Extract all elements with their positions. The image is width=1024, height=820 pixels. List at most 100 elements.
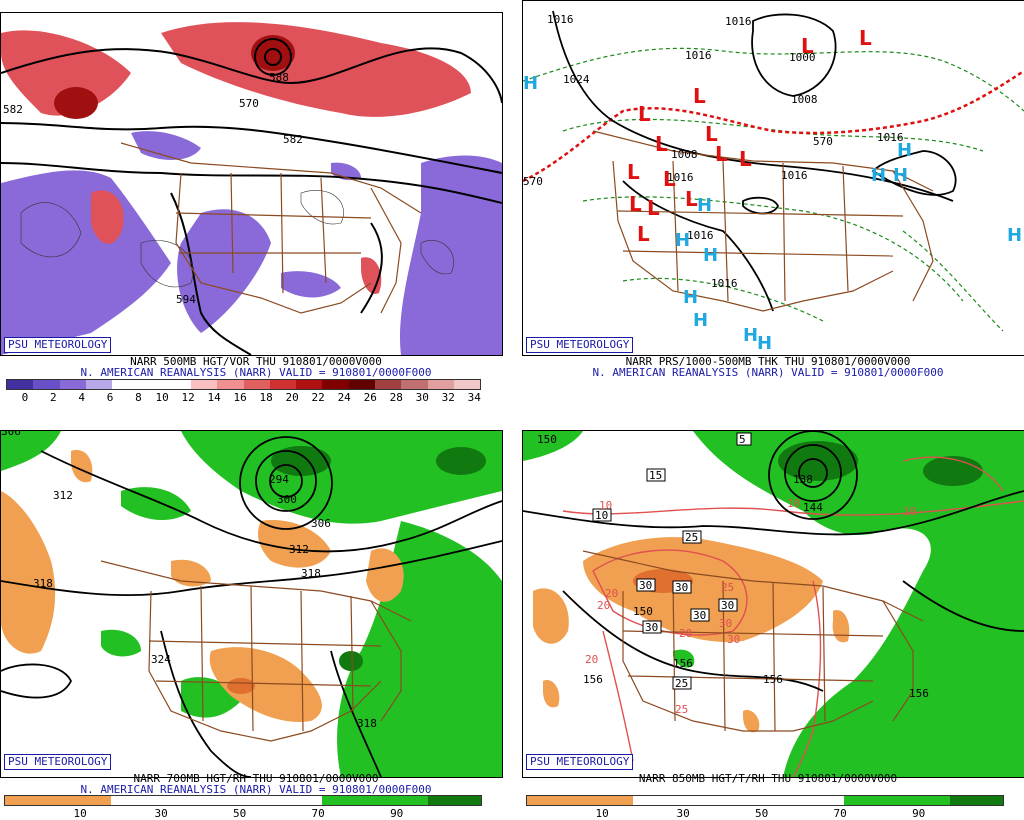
svg-text:L: L — [655, 132, 668, 156]
vorticity-scale-labels: 0 2 4 6 8 10 12 14 16 18 20 22 24 26 28 … — [21, 391, 481, 404]
svg-text:156: 156 — [583, 673, 603, 686]
rh-scale-labels: 10 30 50 70 90 — [73, 807, 404, 820]
svg-text:150: 150 — [633, 605, 653, 618]
svg-text:1016: 1016 — [687, 229, 714, 242]
svg-text:30: 30 — [693, 609, 706, 622]
svg-text:156: 156 — [909, 687, 929, 700]
political-borders — [120, 142, 422, 314]
svg-text:H: H — [523, 73, 538, 94]
dry-areas — [533, 537, 850, 733]
svg-text:15: 15 — [649, 469, 662, 482]
svg-text:312: 312 — [53, 489, 73, 502]
panel-850mb-hgt-t-rh: 150 138 144 150 156 156 156 156 5 15 — [512, 410, 1024, 820]
svg-text:156: 156 — [763, 673, 783, 686]
psu-meteorology-badge: PSU METEOROLOGY — [526, 754, 634, 770]
svg-text:H: H — [893, 165, 908, 186]
svg-text:582: 582 — [3, 103, 23, 116]
political-borders — [100, 560, 412, 742]
svg-text:30: 30 — [675, 581, 688, 594]
dry-areas — [1, 450, 404, 722]
svg-text:L: L — [685, 187, 698, 211]
svg-text:138: 138 — [793, 473, 813, 486]
svg-text:318: 318 — [357, 717, 377, 730]
svg-text:1016: 1016 — [547, 13, 574, 26]
moist-areas — [1, 431, 502, 777]
height-contours — [1, 38, 502, 355]
svg-text:306: 306 — [311, 517, 331, 530]
svg-text:30: 30 — [719, 617, 732, 630]
svg-text:300: 300 — [277, 493, 297, 506]
svg-text:10: 10 — [903, 505, 916, 518]
svg-text:324: 324 — [151, 653, 171, 666]
svg-text:570: 570 — [239, 97, 259, 110]
svg-text:L: L — [647, 196, 660, 220]
psu-meteorology-badge: PSU METEOROLOGY — [4, 337, 112, 353]
svg-text:L: L — [638, 102, 651, 126]
svg-text:1008: 1008 — [671, 148, 698, 161]
svg-text:294: 294 — [269, 473, 289, 486]
negative-vorticity-areas — [1, 131, 502, 355]
svg-text:1000: 1000 — [789, 51, 816, 64]
caption-line-2: N. AMERICAN REANALYSIS (NARR) VALID = 91… — [80, 366, 432, 379]
svg-text:10: 10 — [787, 497, 800, 510]
political-borders — [592, 130, 934, 312]
svg-text:306: 306 — [1, 431, 21, 438]
caption-line-1: NARR 500MB HGT/VOR THU 910801/0000V000 — [130, 355, 382, 368]
svg-text:1016: 1016 — [685, 49, 712, 62]
svg-text:L: L — [859, 26, 872, 50]
svg-text:L: L — [801, 34, 814, 58]
caption-line-2: N. AMERICAN REANALYSIS (NARR) VALID = 91… — [592, 366, 944, 379]
svg-text:H: H — [743, 325, 758, 346]
svg-text:30: 30 — [721, 599, 734, 612]
panel-500mb-hgt-vor: 582 588 570 582 594 PSU METEOROLOGY NARR… — [0, 0, 512, 409]
svg-text:H: H — [703, 245, 718, 266]
svg-text:570: 570 — [813, 135, 833, 148]
svg-text:L: L — [663, 167, 676, 191]
svg-text:H: H — [757, 333, 772, 354]
svg-text:L: L — [637, 222, 650, 246]
svg-text:H: H — [871, 165, 886, 186]
rh-color-scale — [526, 795, 1004, 806]
svg-text:594: 594 — [176, 293, 196, 306]
svg-text:L: L — [739, 147, 752, 171]
svg-text:L: L — [705, 122, 718, 146]
svg-text:1024: 1024 — [563, 73, 590, 86]
isobars — [552, 10, 957, 312]
svg-text:H: H — [1007, 225, 1022, 246]
svg-text:10: 10 — [599, 499, 612, 512]
svg-text:1016: 1016 — [667, 171, 694, 184]
svg-text:588: 588 — [269, 71, 289, 84]
caption-line-1: NARR 700MB HGT/RH THU 910801/0000V000 — [133, 772, 379, 785]
svg-text:H: H — [675, 230, 690, 251]
positive-vorticity-areas — [1, 22, 471, 294]
map-700mb: 306 312 318 294 300 306 312 318 324 318 — [0, 430, 503, 778]
svg-text:10: 10 — [595, 509, 608, 522]
svg-text:25: 25 — [685, 531, 698, 544]
svg-text:150: 150 — [537, 433, 557, 446]
temperature-contours — [562, 456, 1024, 777]
svg-text:25: 25 — [675, 703, 688, 716]
svg-text:5: 5 — [739, 433, 746, 446]
caption-line-1: NARR PRS/1000-500MB THK THU 910801/0000V… — [625, 355, 911, 368]
svg-text:1008: 1008 — [791, 93, 818, 106]
svg-text:144: 144 — [803, 501, 823, 514]
svg-text:570: 570 — [523, 175, 543, 188]
svg-text:20: 20 — [679, 627, 692, 640]
svg-text:1016: 1016 — [877, 131, 904, 144]
svg-text:30: 30 — [639, 579, 652, 592]
svg-text:H: H — [897, 140, 912, 161]
vorticity-color-scale — [6, 379, 481, 390]
thickness-570-line — [523, 69, 1024, 183]
panel-700mb-hgt-rh: 306 312 318 294 300 306 312 318 324 318 … — [0, 410, 512, 820]
caption-line-1: NARR 850MB HGT/T/RH THU 910801/0000V000 — [638, 772, 898, 785]
political-borders — [582, 550, 924, 732]
svg-text:312: 312 — [289, 543, 309, 556]
svg-text:L: L — [715, 142, 728, 166]
svg-text:318: 318 — [301, 567, 321, 580]
svg-text:1016: 1016 — [781, 169, 808, 182]
svg-text:L: L — [693, 84, 706, 108]
svg-text:L: L — [627, 160, 640, 184]
temperature-labels: 5 15 10 25 30 30 30 30 25 30 10 10 10 20… — [585, 432, 916, 716]
